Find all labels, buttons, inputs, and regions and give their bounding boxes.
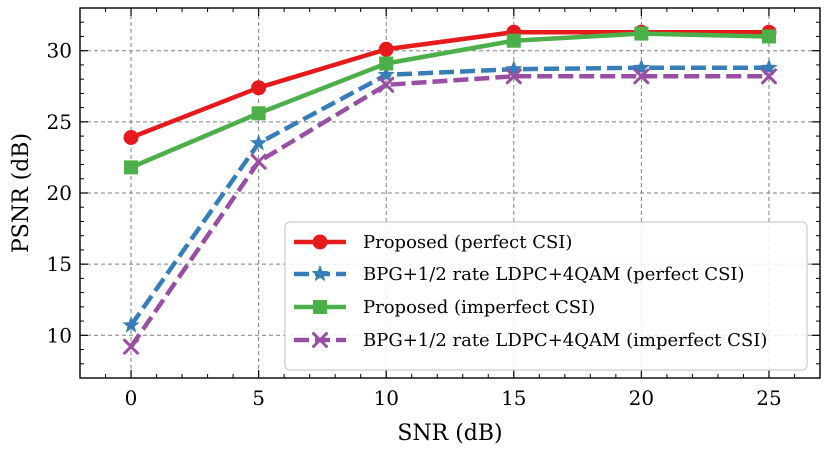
legend-marker [313,300,327,314]
data-point [123,130,139,145]
legend-entry-1: Proposed (perfect CSI) [294,232,572,253]
series-line [130,31,770,170]
x-tick-label: 15 [501,386,526,410]
legend-label: BPG+1/2 rate LDPC+4QAM (perfect CSI) [363,264,745,285]
data-point [250,153,267,170]
series-3 [124,26,776,175]
legend-label: Proposed (perfect CSI) [363,232,572,253]
data-point [251,106,266,121]
y-axis-label: PSNR (dB) [9,133,34,253]
x-marker-stroke [505,68,522,85]
data-point [633,68,650,85]
legend-entry-2: BPG+1/2 rate LDPC+4QAM (perfect CSI) [294,264,745,285]
legend: Proposed (perfect CSI) BPG+1/2 rate LDPC+… [284,221,808,371]
data-point [634,26,649,41]
data-point [632,58,650,76]
x-tick-label: 0 [125,386,138,410]
legend-entry-3: Proposed (imperfect CSI) [294,297,595,318]
x-tick-label: 5 [252,386,265,410]
series-line [129,65,769,327]
data-point [251,80,267,96]
x-marker-stroke [123,338,140,355]
data-point [505,60,523,77]
series-2 [122,58,778,333]
x-marker-stroke [378,76,395,93]
legend-label: BPG+1/2 rate LDPC+4QAM (imperfect CSI) [363,330,767,351]
tick-labels: 0 5 10 15 20 25 10 15 20 25 30 [47,39,782,410]
data-point [377,65,395,83]
y-tick-label: 25 [47,110,72,134]
data-point [379,56,394,71]
legend-marker [312,234,328,250]
x-marker-stroke [760,68,777,85]
data-point [124,160,139,175]
legend-box [284,221,808,371]
data-point [123,338,140,355]
data-point [760,58,778,76]
y-tick-label: 10 [47,323,72,347]
data-point [506,33,521,48]
x-tick-label: 25 [756,386,781,410]
data-point [122,316,140,333]
axis-ticks [79,8,821,378]
data-point [760,68,777,85]
data-point [250,134,268,151]
legend-label: Proposed (imperfect CSI) [363,297,595,318]
y-tick-label: 15 [47,252,72,276]
x-tick-label: 10 [373,386,398,410]
y-tick-label: 20 [47,181,72,205]
x-marker-stroke [250,153,267,170]
legend-marker [312,332,328,348]
series-4 [123,68,777,355]
data-point [378,76,395,93]
legend-marker [311,265,329,282]
series-layer [122,24,778,355]
data-point [505,68,522,85]
x-tick-label: 20 [629,386,654,410]
x-marker-stroke [312,332,328,348]
data-point [761,29,776,44]
legend-entry-4: BPG+1/2 rate LDPC+4QAM (imperfect CSI) [294,330,767,351]
x-axis-label: SNR (dB) [397,421,502,446]
x-marker-stroke [633,68,650,85]
data-point [378,41,394,57]
y-tick-label: 30 [47,39,72,63]
